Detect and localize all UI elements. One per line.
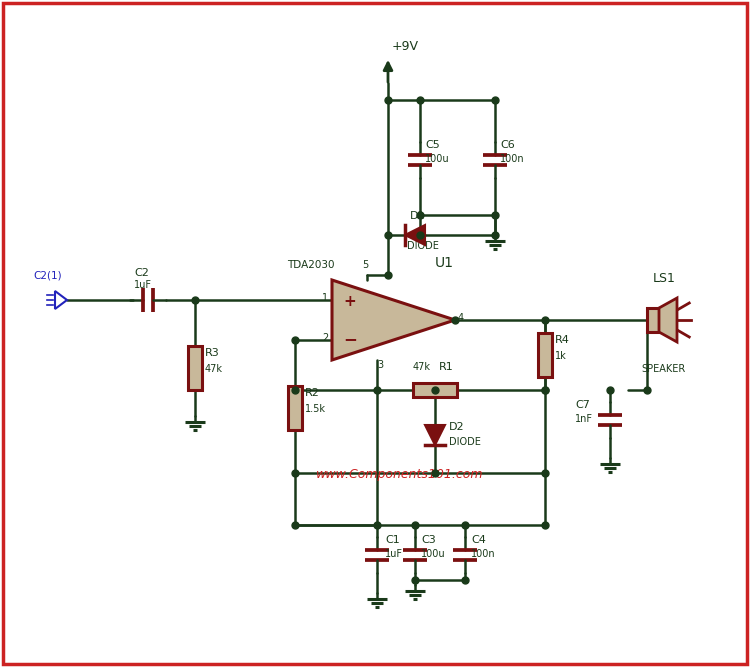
Text: 47k: 47k [413,362,431,372]
Text: DIODE: DIODE [449,437,481,447]
Text: C2: C2 [134,268,149,278]
Text: +: + [344,293,357,309]
Text: TDA2030: TDA2030 [287,260,334,270]
Text: 1: 1 [322,293,328,303]
Text: C1: C1 [385,535,400,545]
Text: 1k: 1k [555,351,567,361]
Text: 1.5k: 1.5k [305,404,326,414]
Text: 2: 2 [321,333,328,343]
Text: 100n: 100n [471,549,496,559]
Polygon shape [332,280,455,360]
Text: LS1: LS1 [653,272,676,285]
Text: R2: R2 [305,388,320,398]
Bar [413,383,457,397]
Text: C7: C7 [575,400,590,410]
Text: 100n: 100n [500,154,525,164]
Bar [538,333,552,377]
Text: U1: U1 [435,256,454,270]
Bar [647,308,659,332]
Text: 3: 3 [377,360,383,370]
Polygon shape [425,425,445,445]
Text: 1nF: 1nF [575,414,593,424]
Text: DIODE: DIODE [407,241,439,251]
Text: C2(1): C2(1) [33,270,62,280]
Text: R1: R1 [439,362,454,372]
Text: 47k: 47k [205,364,223,374]
Text: 1uF: 1uF [385,549,403,559]
Text: +9V: +9V [392,40,419,53]
Text: 1uF: 1uF [134,280,152,290]
Polygon shape [405,225,425,245]
Text: R3: R3 [205,348,220,358]
Bar [188,346,202,390]
Text: R4: R4 [555,335,570,345]
Text: −: − [343,330,357,348]
Text: 100u: 100u [425,154,450,164]
Text: C3: C3 [421,535,436,545]
Text: C5: C5 [425,140,440,150]
Polygon shape [659,298,677,342]
Bar [288,386,302,430]
Text: D1: D1 [410,211,426,221]
Text: 5: 5 [362,260,368,270]
Text: C6: C6 [500,140,514,150]
Text: www.Components101.com: www.Components101.com [316,468,484,481]
Text: D2: D2 [449,422,465,432]
Text: 100u: 100u [421,549,445,559]
Text: C4: C4 [471,535,486,545]
Text: 4: 4 [458,313,464,323]
Text: SPEAKER: SPEAKER [641,364,685,374]
